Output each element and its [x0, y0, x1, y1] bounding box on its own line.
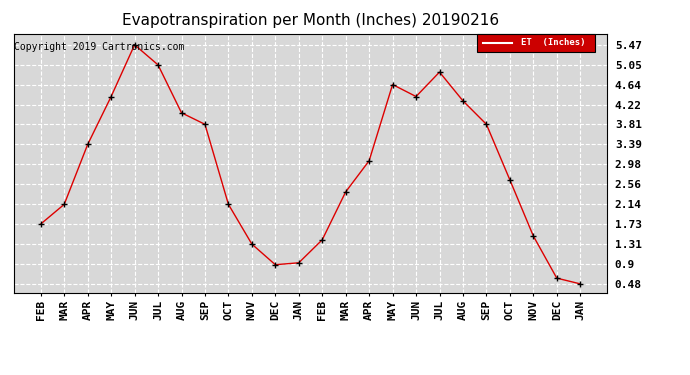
Title: Evapotranspiration per Month (Inches) 20190216: Evapotranspiration per Month (Inches) 20… [122, 13, 499, 28]
FancyBboxPatch shape [477, 34, 595, 52]
Text: ET  (Inches): ET (Inches) [521, 38, 586, 47]
Text: Copyright 2019 Cartronics.com: Copyright 2019 Cartronics.com [14, 42, 185, 51]
